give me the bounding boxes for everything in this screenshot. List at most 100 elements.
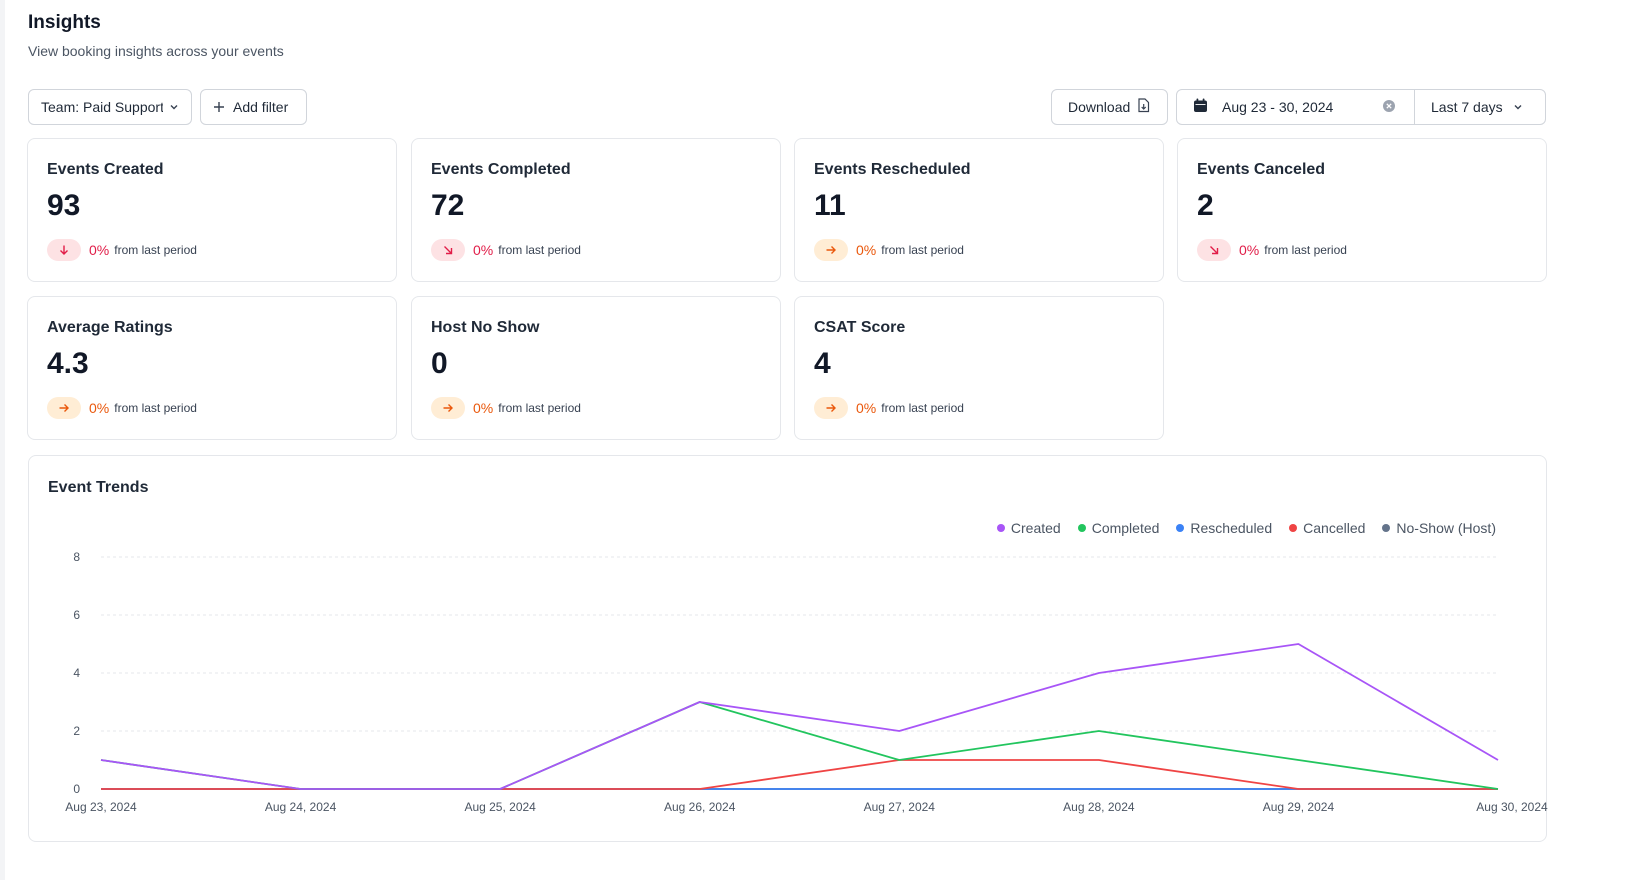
stat-value: 4 [814, 347, 831, 380]
download-label: Download [1068, 99, 1131, 115]
event-trends-card: 0 2 4 6 8 Aug 23, 2024 Aug 24, 2024 Aug 25, 202… [28, 455, 1548, 842]
delta-percent: 0% [856, 400, 877, 416]
delta-percent: 0% [1239, 242, 1260, 258]
x-tick-label: Aug 28, 2024 [1063, 800, 1135, 814]
series-line-cancelled [101, 759, 1498, 790]
stat-value: 72 [431, 189, 465, 222]
y-tick-label: 8 [73, 550, 80, 564]
page-header: Insights View booking insights across yo… [28, 12, 284, 59]
delta-percent: 0% [473, 242, 494, 258]
download-button[interactable]: Download [1051, 89, 1168, 125]
stat-title: Average Ratings [47, 319, 173, 336]
delta-percent: 0% [89, 242, 110, 258]
stat-card-events-created: Events Created 93 0% from last period [27, 138, 397, 282]
y-tick-label: 6 [73, 608, 80, 622]
stat-card-events-canceled: Events Canceled 2 0% from last period [1177, 138, 1547, 282]
stat-value: 93 [47, 189, 81, 222]
add-filter-label: Add filter [233, 99, 289, 115]
stat-card-events-rescheduled: Events Rescheduled 11 0% from last perio… [794, 138, 1164, 282]
date-preset-label: Last 7 days [1431, 99, 1503, 115]
calendar-icon [1193, 98, 1208, 116]
legend-item-rescheduled[interactable]: Rescheduled [1176, 520, 1272, 536]
legend-dot [1289, 524, 1298, 532]
stat-title: Events Canceled [1197, 161, 1326, 178]
delta-label: from last period [881, 401, 964, 415]
stat-delta: 0% from last period [431, 397, 581, 419]
delta-label: from last period [498, 243, 581, 257]
stat-delta: 0% from last period [47, 239, 197, 261]
delta-label: from last period [1264, 243, 1347, 257]
legend-dot [1382, 524, 1391, 532]
page-title: Insights [28, 12, 101, 33]
stat-delta: 0% from last period [814, 239, 964, 261]
arrow-right-icon [47, 397, 81, 419]
chart-title: Event Trends [48, 479, 149, 496]
stat-value: 4.3 [47, 347, 89, 380]
y-tick-label: 4 [73, 666, 80, 680]
stat-delta: 0% from last period [814, 397, 964, 419]
stat-delta: 0% from last period [1197, 239, 1347, 261]
x-tick-label: Aug 24, 2024 [265, 800, 337, 814]
add-filter-button[interactable]: Add filter [200, 89, 307, 125]
delta-percent: 0% [856, 242, 877, 258]
team-filter-label: Team: Paid Support [41, 99, 163, 115]
y-tick-label: 0 [73, 782, 80, 796]
arrow-down-right-icon [1197, 239, 1231, 261]
x-tick-label: Aug 23, 2024 [65, 800, 137, 814]
stat-delta: 0% from last period [431, 239, 581, 261]
legend-item-created[interactable]: Created [996, 520, 1061, 536]
delta-label: from last period [881, 243, 964, 257]
legend-label: No-Show (Host) [1396, 520, 1496, 536]
legend-dot [1077, 524, 1086, 532]
stat-card-events-completed: Events Completed 72 0% from last period [411, 138, 781, 282]
date-range-picker[interactable]: Aug 23 - 30, 2024 Last 7 days [1176, 89, 1546, 125]
delta-percent: 0% [89, 400, 110, 416]
legend-item-no-show-host[interactable]: No-Show (Host) [1382, 520, 1496, 536]
arrow-down-right-icon [431, 239, 465, 261]
arrow-down-icon [47, 239, 81, 261]
stat-value: 0 [431, 347, 448, 380]
delta-label: from last period [498, 401, 581, 415]
arrow-right-icon [814, 239, 848, 261]
stat-title: CSAT Score [814, 319, 906, 336]
plus-icon [213, 98, 225, 116]
stat-title: Events Rescheduled [814, 161, 971, 178]
date-range-divider [1414, 90, 1415, 124]
stat-value: 2 [1197, 189, 1214, 222]
stat-title: Events Completed [431, 161, 571, 178]
stat-value: 11 [814, 189, 846, 222]
x-tick-label: Aug 27, 2024 [864, 800, 936, 814]
x-tick-label: Aug 29, 2024 [1263, 800, 1335, 814]
stat-card-csat-score: CSAT Score 4 0% from last period [794, 296, 1164, 440]
file-download-icon [1137, 98, 1150, 116]
arrow-right-icon [814, 397, 848, 419]
legend-label: Created [1010, 520, 1061, 536]
stat-title: Host No Show [431, 319, 540, 336]
event-trends-chart: 0 2 4 6 8 Aug 23, 2024 Aug 24, 2024 Aug 25, 202… [65, 550, 1548, 814]
delta-label: from last period [114, 243, 197, 257]
series-line-created [100, 643, 1499, 790]
team-filter-button[interactable]: Team: Paid Support [28, 89, 192, 125]
legend-item-cancelled[interactable]: Cancelled [1289, 520, 1365, 536]
clear-date-icon[interactable] [1382, 99, 1396, 116]
x-tick-label: Aug 26, 2024 [664, 800, 736, 814]
date-range-text: Aug 23 - 30, 2024 [1222, 99, 1334, 115]
arrow-right-icon [431, 397, 465, 419]
stat-title: Events Created [47, 161, 164, 178]
x-tick-label: Aug 30, 2024 [1476, 800, 1548, 814]
chevron-down-icon [1513, 99, 1523, 115]
legend-label: Rescheduled [1190, 520, 1273, 536]
x-tick-label: Aug 25, 2024 [464, 800, 536, 814]
left-edge-strip [0, 0, 5, 880]
date-preset-select[interactable]: Last 7 days [1431, 99, 1523, 115]
delta-percent: 0% [473, 400, 494, 416]
stat-delta: 0% from last period [47, 397, 197, 419]
stat-card-average-ratings: Average Ratings 4.3 0% from last period [27, 296, 397, 440]
legend-dot [996, 524, 1005, 532]
y-tick-label: 2 [73, 724, 80, 738]
delta-label: from last period [114, 401, 197, 415]
legend-label: Completed [1091, 520, 1160, 536]
legend-item-completed[interactable]: Completed [1077, 520, 1160, 536]
stat-card-host-no-show: Host No Show 0 0% from last period [411, 296, 781, 440]
legend-label: Cancelled [1303, 520, 1366, 536]
